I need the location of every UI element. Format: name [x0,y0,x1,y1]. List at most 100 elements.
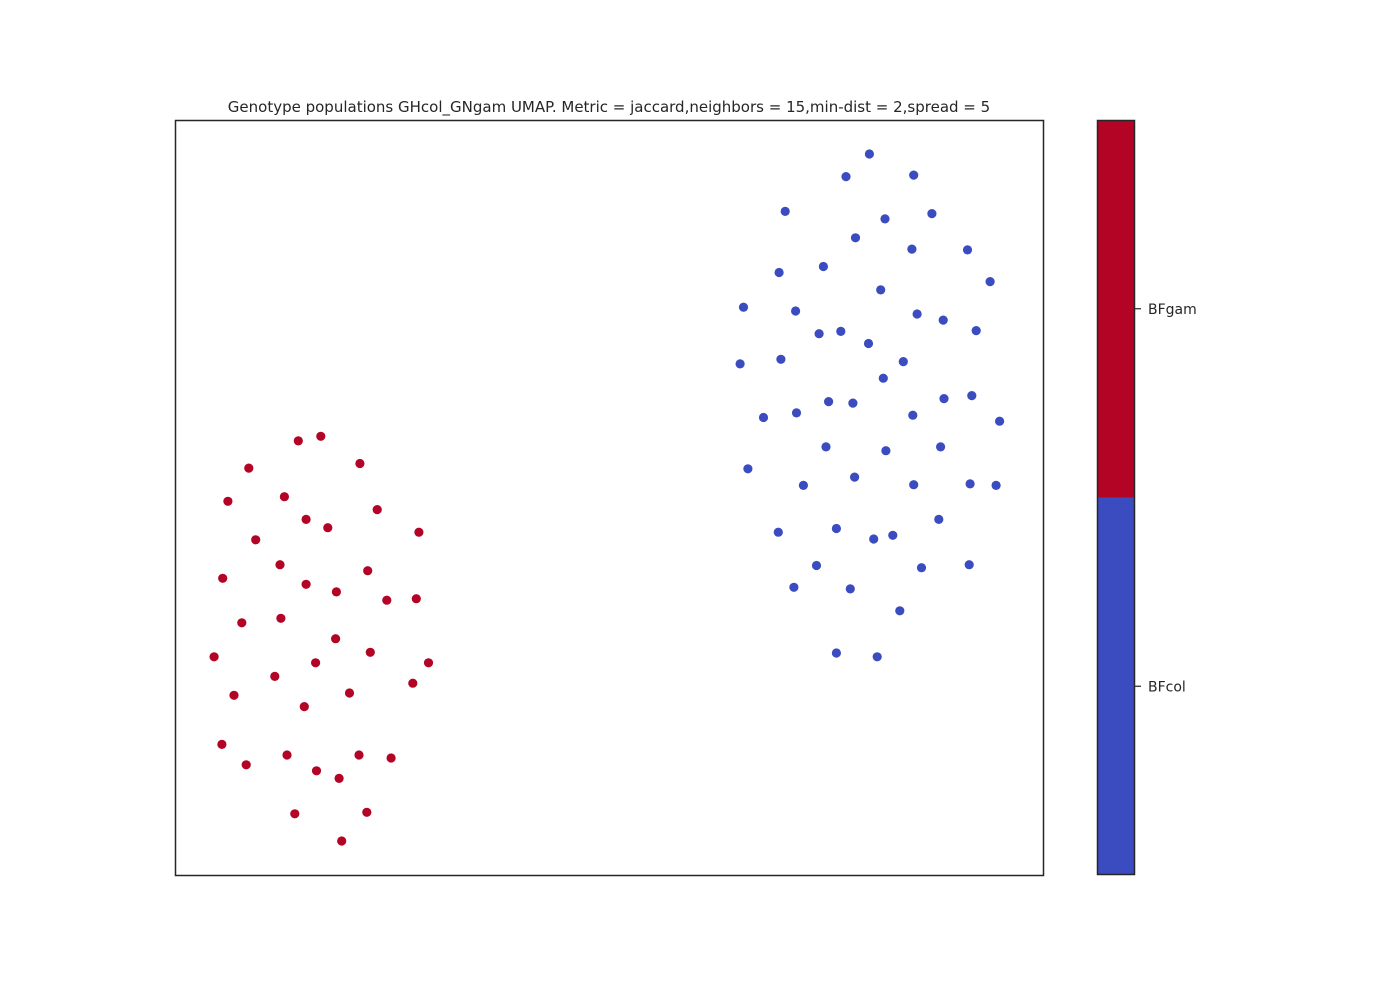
point-bfgam-23 [311,658,321,668]
point-bfcol-42 [934,514,944,525]
point-bfcol-40 [965,479,975,489]
point-bfcol-22 [776,354,786,364]
colorbar-segment-bfcol [1097,497,1135,875]
point-bfcol-30 [848,398,858,408]
point-bfcol-44 [831,523,842,534]
point-bfcol-49 [964,560,974,570]
point-bfgam-26 [408,678,418,688]
point-bfgam-30 [217,739,227,750]
point-bfgam-18 [237,618,247,628]
point-bfcol-0 [864,149,875,159]
point-bfcol-17 [814,329,824,339]
point-bfgam-31 [241,760,251,770]
point-bfcol-8 [962,245,973,255]
point-bfcol-23 [898,357,908,367]
point-bfcol-4 [880,214,890,224]
point-bfcol-26 [939,394,949,404]
plot-area [174,119,1045,877]
point-bfgam-2 [244,463,254,473]
point-bfcol-3 [780,206,790,216]
point-bfgam-19 [276,613,286,623]
point-bfcol-48 [916,563,927,573]
point-bfgam-16 [382,595,392,605]
point-bfgam-7 [323,523,333,533]
point-bfgam-29 [344,688,355,698]
point-bfcol-2 [909,170,919,180]
colorbar-label-bfgam: BFgam [1148,302,1197,318]
point-bfcol-9 [774,267,784,278]
point-bfcol-37 [798,480,809,490]
colorbar: BFcol BFgam [1096,119,1197,876]
point-bfcol-18 [836,326,846,336]
point-bfcol-34 [881,446,891,456]
point-bfgam-5 [279,492,289,502]
point-bfcol-6 [850,233,861,243]
point-bfcol-5 [927,209,937,219]
point-bfcol-46 [888,530,898,540]
point-bfgam-15 [363,566,373,576]
point-bfgam-12 [218,573,228,583]
point-bfgam-24 [270,671,280,682]
point-bfgam-22 [365,647,375,657]
point-bfgam-11 [275,560,285,570]
point-bfcol-45 [869,534,879,544]
point-bfgam-35 [334,773,344,784]
point-bfcol-14 [791,306,801,316]
point-bfcol-36 [743,464,753,474]
point-bfgam-13 [301,579,311,589]
point-bfcol-32 [995,416,1005,426]
point-bfgam-10 [251,535,261,545]
point-bfcol-51 [845,584,855,594]
chart-title: Genotype populations GHcol_GNgam UMAP. M… [228,98,990,117]
point-bfcol-53 [831,648,842,658]
point-bfgam-8 [372,505,382,515]
point-bfgam-4 [223,496,233,506]
point-bfcol-12 [876,285,886,295]
point-bfcol-15 [912,309,922,319]
point-bfgam-1 [316,431,326,441]
point-bfcol-52 [895,606,905,616]
point-bfcol-28 [791,408,802,418]
point-bfcol-10 [818,261,829,272]
point-bfcol-38 [850,472,860,482]
point-bfgam-28 [299,702,309,712]
point-bfgam-37 [290,809,300,819]
point-bfcol-50 [789,582,799,592]
point-bfcol-21 [735,359,745,369]
colorbar-label-bfcol: BFcol [1148,679,1186,695]
point-bfcol-25 [967,391,977,401]
point-bfgam-20 [209,652,219,662]
point-bfgam-25 [423,658,434,668]
point-bfgam-14 [331,587,341,597]
scatter-points [209,149,1005,846]
point-bfcol-20 [863,338,874,349]
point-bfcol-47 [811,560,822,571]
point-bfgam-38 [362,807,372,817]
point-bfgam-34 [354,750,364,760]
point-bfgam-27 [229,690,239,700]
colorbar-frame [1096,119,1136,876]
point-bfgam-17 [411,594,421,604]
point-bfcol-27 [758,412,769,423]
point-bfgam-6 [301,514,311,525]
point-bfgam-0 [293,436,303,446]
point-bfcol-31 [908,410,918,420]
point-bfcol-54 [872,652,882,662]
point-bfcol-16 [938,315,948,325]
point-bfgam-36 [386,753,396,763]
point-bfcol-39 [909,480,919,490]
point-bfcol-13 [738,302,749,312]
point-bfcol-41 [991,480,1001,490]
point-bfgam-33 [311,766,322,776]
point-bfcol-29 [824,397,834,407]
point-bfcol-7 [907,244,917,254]
point-bfgam-32 [282,750,292,760]
point-bfgam-21 [331,634,341,644]
point-bfcol-11 [985,277,995,287]
point-bfcol-43 [773,527,783,537]
point-bfcol-19 [971,326,981,336]
point-bfgam-39 [337,836,347,846]
point-bfcol-1 [841,172,851,182]
point-bfgam-9 [414,527,424,537]
